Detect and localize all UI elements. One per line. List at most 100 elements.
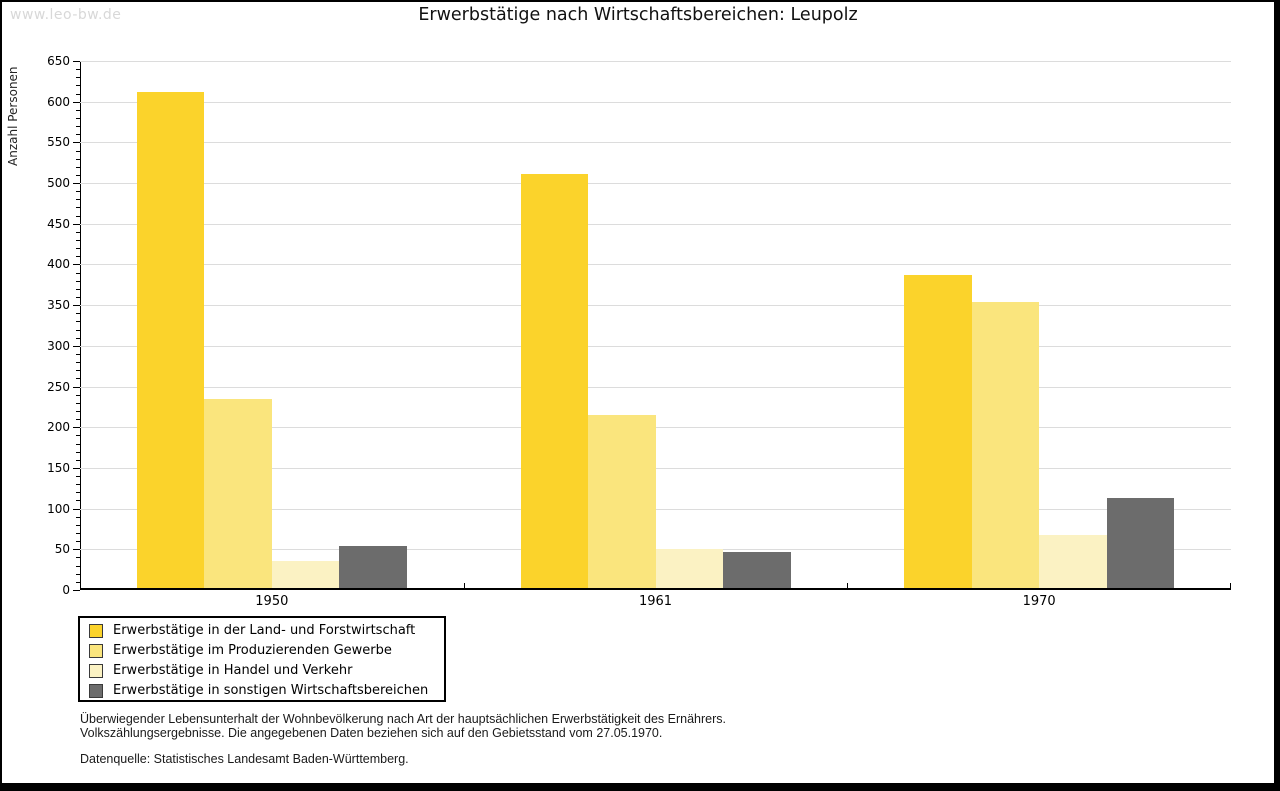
y-tick-80 [76,524,80,526]
y-tick-label-500: 500 [47,176,70,191]
legend-item-3: Erwerbstätige in Handel und Verkehr [80,661,444,681]
y-tick-280 [76,362,80,364]
y-tick-label-50: 50 [54,542,70,557]
y-tick-550 [73,142,80,144]
gridline-450 [80,223,1231,225]
y-tick-460 [76,215,80,217]
y-tick-300 [73,345,80,347]
y-tick-100 [73,508,80,510]
y-tick-490 [76,191,80,193]
y-tick-500 [73,183,80,185]
legend-item-2: Erwerbstätige im Produzierenden Gewerbe [80,641,444,661]
watermark: www.leo-bw.de [10,7,122,23]
y-tick-420 [76,248,80,250]
y-tick-650 [73,61,80,62]
y-tick-390 [76,272,80,274]
bar-1961-s4 [723,552,791,588]
y-tick-label-100: 100 [47,501,70,516]
y-tick-630 [76,77,80,79]
y-tick-270 [76,370,80,372]
bar-1970-s4 [1106,497,1175,588]
y-tick-540 [76,150,80,152]
y-tick-380 [76,280,80,282]
y-tick-label-150: 150 [47,460,70,475]
y-tick-label-600: 600 [47,94,70,109]
y-tick-label-250: 250 [47,379,70,394]
y-tick-50 [73,549,80,551]
bar-1950-s1 [136,91,205,588]
y-tick-340 [76,313,80,315]
y-tick-560 [76,134,80,136]
y-tick-580 [76,117,80,119]
legend-item-4: Erwerbstätige in sonstigen Wirtschaftsbe… [80,681,444,701]
y-tick-140 [76,476,80,478]
y-tick-200 [73,427,80,429]
y-tick-410 [76,256,80,258]
gridline-250 [80,386,1231,388]
y-axis-line [80,61,81,590]
y-tick-570 [76,126,80,128]
bar-1950-s3 [271,561,340,588]
legend-swatch-3 [89,664,103,678]
y-tick-440 [76,231,80,233]
gridline-100 [80,508,1231,510]
gridline-600 [80,101,1231,103]
y-tick-320 [76,329,80,331]
y-tick-600 [73,101,80,103]
y-tick-130 [76,484,80,486]
x-tick-3 [1230,583,1231,590]
y-tick-190 [76,435,80,437]
bar-1961-s3 [655,548,723,588]
plot-area: 0 50 100 150 200 250 300 350 400 450 500 550 600 650 1… [47,54,1231,609]
legend-swatch-1 [89,624,103,638]
y-tick-60 [76,541,80,543]
y-tick-470 [76,207,80,209]
y-tick-590 [76,109,80,111]
y-tick-label-400: 400 [47,257,70,272]
y-tick-label-550: 550 [47,135,70,150]
bar-1970-s2 [971,302,1040,588]
gridline-200 [80,427,1231,429]
y-tick-250 [73,386,80,388]
gridline-400 [80,264,1231,266]
y-tick-label-0: 0 [62,583,70,597]
y-tick-label-350: 350 [47,298,70,313]
y-tick-40 [76,557,80,559]
y-tick-170 [76,451,80,453]
y-tick-640 [76,69,80,71]
gridline-500 [80,183,1231,185]
legend-swatch-2 [89,644,103,658]
gridline-150 [80,467,1231,469]
y-axis-title: Anzahl Personen [6,66,20,166]
y-tick-180 [76,443,80,445]
y-tick-530 [76,158,80,160]
y-tick-290 [76,353,80,355]
footer-source: Datenquelle: Statistisches Landesamt Bad… [80,752,409,766]
bar-1961-s2 [588,414,656,588]
y-tick-label-200: 200 [47,420,70,435]
footer-note-line2: Volkszählungsergebnisse. Die angegebenen… [80,726,663,740]
legend: Erwerbstätige in der Land- und Forstwirt… [78,616,446,702]
y-tick-450 [73,223,80,225]
y-tick-310 [76,337,80,339]
y-tick-label-450: 450 [47,216,70,231]
bar-1950-s2 [204,399,272,588]
x-category-label-1970: 1970 [1022,594,1056,609]
y-tick-90 [76,516,80,518]
x-tick-1 [463,583,465,590]
x-category-label-1961: 1961 [638,594,673,609]
y-tick-150 [73,467,80,469]
y-tick-240 [76,394,80,396]
gridline-650 [80,61,1231,62]
y-tick-430 [76,240,80,242]
bar-1950-s4 [339,545,407,588]
legend-label-2: Erwerbstätige im Produzierenden Gewerbe [113,643,392,658]
y-tick-20 [76,573,80,575]
y-tick-350 [73,305,80,307]
legend-swatch-4 [89,684,103,698]
y-tick-520 [76,166,80,168]
y-tick-70 [76,533,80,535]
legend-item-1: Erwerbstätige in der Land- und Forstwirt… [80,621,444,641]
gridline-550 [80,142,1231,144]
y-tick-400 [73,264,80,266]
